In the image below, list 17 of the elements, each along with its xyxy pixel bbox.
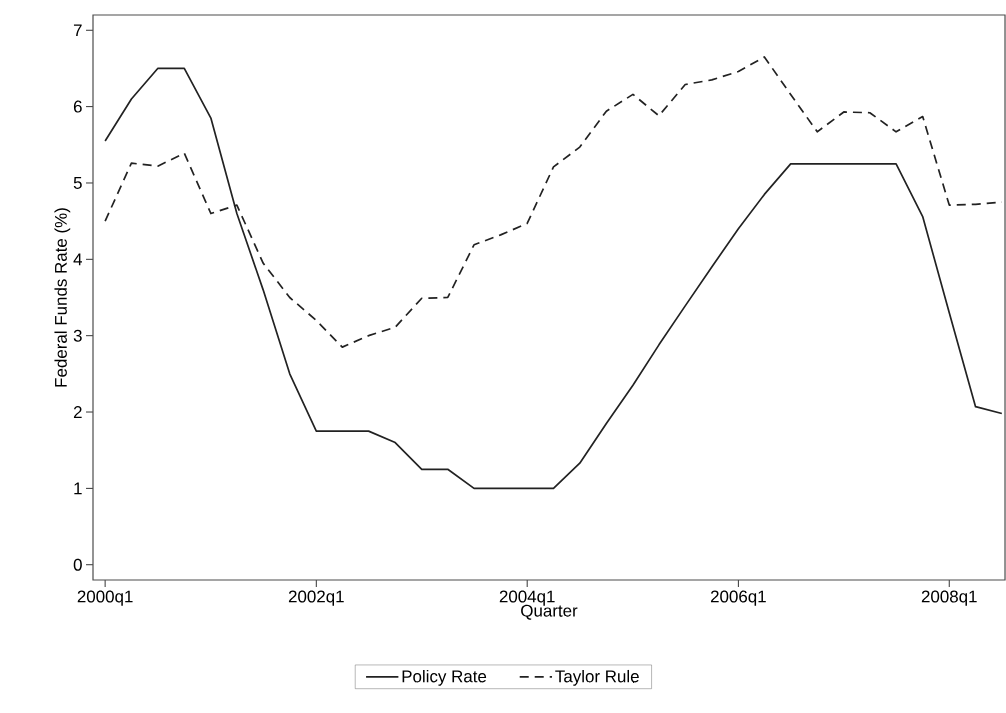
- y-tick-label: 1: [74, 482, 82, 495]
- y-tick-label: 2: [73, 406, 82, 418]
- x-tick-label: 2006q1: [710, 590, 766, 606]
- y-tick-label: 3: [73, 329, 82, 342]
- y-tick-label: 4: [73, 253, 82, 266]
- y-tick-label: 7: [73, 24, 82, 37]
- x-tick-label: 2004q1: [499, 590, 555, 606]
- x-tick-label: 2000q1: [77, 590, 133, 606]
- legend-label: Policy Rate: [402, 669, 487, 686]
- y-tick-label: 6: [73, 100, 82, 113]
- y-axis-title: Federal Funds Rate (%): [54, 208, 71, 387]
- x-axis-title: Quarter: [521, 604, 578, 620]
- x-tick-label: 2002q1: [288, 590, 344, 606]
- x-tick-label: 2008q1: [921, 590, 977, 606]
- y-tick-label: 5: [73, 177, 82, 189]
- legend-label: Taylor Rule: [555, 669, 639, 686]
- y-tick-label: 0: [73, 558, 82, 571]
